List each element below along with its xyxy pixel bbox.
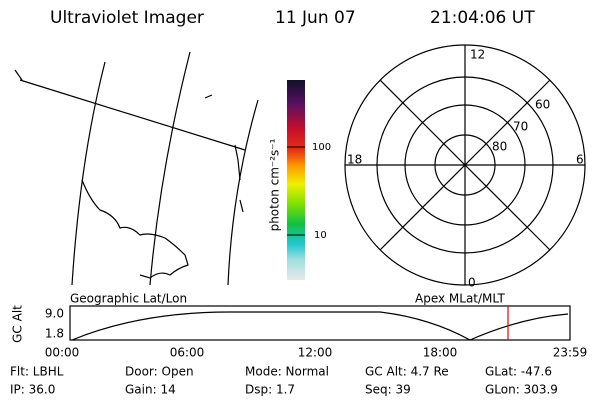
map-label: Geographic Lat/Lon (70, 292, 187, 306)
y-tick-label: 9.0 (45, 307, 64, 321)
footer-field: Door: Open (125, 365, 194, 379)
colorbar (287, 80, 305, 280)
date: 11 Jun 07 (275, 8, 356, 28)
map (14, 51, 259, 286)
x-tick-label: 23:59 (553, 346, 588, 360)
ring-label: 60 (535, 98, 550, 112)
x-tick-label: 18:00 (423, 346, 458, 360)
footer-field: Dsp: 1.7 (245, 383, 295, 397)
footer-field: Flt: LBHL (10, 365, 64, 379)
ring-label: 70 (513, 120, 528, 134)
polar-label: Apex MLat/MLT (415, 292, 505, 306)
footer-field: Gain: 14 (125, 383, 176, 397)
title: Ultraviolet Imager (50, 8, 204, 28)
x-tick-label: 00:00 (45, 346, 80, 360)
x-tick-label: 12:00 (298, 346, 333, 360)
y-axis-label: GC Alt (11, 305, 25, 343)
orbit-plot (69, 305, 571, 341)
polar-grid (344, 44, 586, 286)
mlt-label: 6 (576, 153, 584, 167)
mlt-label: 18 (347, 153, 362, 167)
time: 21:04:06 UT (430, 8, 535, 28)
mlt-label: 12 (470, 48, 485, 62)
colorbar-label: photon cm⁻²s⁻¹ (268, 138, 282, 231)
footer-field: IP: 36.0 (10, 383, 55, 397)
ring-label: 80 (492, 140, 507, 154)
y-tick-label: 1.8 (45, 327, 64, 341)
mlt-label: 0 (468, 276, 476, 290)
x-tick-label: 06:00 (170, 346, 205, 360)
footer-field: Mode: Normal (245, 365, 329, 379)
footer-field: Seq: 39 (365, 383, 411, 397)
footer-field: GLon: 303.9 (485, 383, 558, 397)
colorbar-tick-label: 100 (312, 142, 331, 153)
footer-field: GC Alt: 4.7 Re (365, 365, 449, 379)
colorbar-tick-label: 10 (314, 230, 327, 241)
footer: Flt: LBHL Door: Open Mode: Normal GC Alt: 4… (10, 365, 558, 397)
footer-field: GLat: -47.6 (485, 365, 552, 379)
